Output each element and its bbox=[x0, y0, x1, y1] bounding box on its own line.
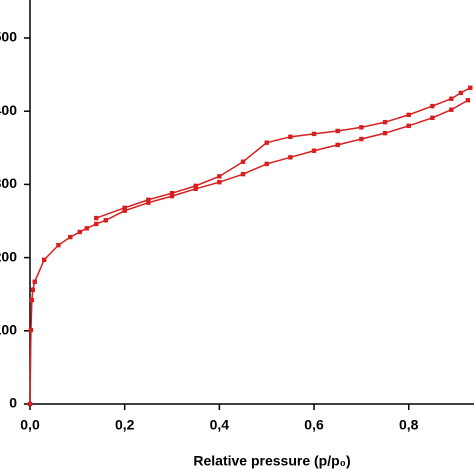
x-tick-label: 0,2 bbox=[115, 417, 135, 433]
data-point bbox=[146, 200, 151, 205]
data-point bbox=[311, 148, 317, 153]
x-axis-title: Relative pressure (p/p₀) bbox=[193, 453, 350, 469]
data-point bbox=[27, 401, 33, 407]
data-point bbox=[382, 119, 388, 125]
data-point bbox=[468, 85, 473, 90]
data-point bbox=[335, 128, 340, 134]
data-point bbox=[94, 215, 99, 221]
x-tick-label: 0,4 bbox=[210, 417, 230, 433]
data-point bbox=[94, 221, 99, 227]
data-point bbox=[42, 257, 47, 262]
data-point bbox=[406, 123, 411, 129]
data-point bbox=[335, 142, 340, 148]
y-tick-label: 500 bbox=[0, 29, 17, 45]
data-point bbox=[288, 134, 293, 140]
x-tick-label: 0,0 bbox=[20, 417, 40, 433]
y-tick-label: 0 bbox=[9, 395, 17, 411]
data-point bbox=[240, 159, 246, 164]
data-point bbox=[122, 208, 127, 213]
data-point bbox=[84, 226, 90, 231]
y-tick-label: 300 bbox=[0, 175, 17, 191]
data-point bbox=[449, 96, 454, 101]
data-point bbox=[29, 297, 35, 303]
data-point bbox=[288, 155, 293, 160]
data-point bbox=[169, 190, 175, 196]
data-point bbox=[193, 183, 198, 189]
data-point bbox=[359, 136, 364, 142]
data-point bbox=[458, 90, 463, 96]
data-point bbox=[359, 125, 364, 130]
data-point bbox=[193, 186, 198, 191]
x-tick-label: 0,8 bbox=[399, 417, 419, 433]
data-point bbox=[430, 103, 435, 109]
data-point bbox=[430, 115, 435, 120]
y-tick-label: 400 bbox=[0, 102, 17, 118]
data-point bbox=[32, 279, 37, 284]
data-point bbox=[146, 197, 151, 202]
series-line bbox=[29, 99, 469, 405]
data-point bbox=[217, 174, 222, 179]
series-line bbox=[96, 87, 471, 219]
data-point bbox=[103, 218, 108, 223]
data-point bbox=[264, 140, 269, 145]
data-point bbox=[382, 130, 388, 136]
x-tick-label: 0,6 bbox=[304, 417, 324, 433]
data-point bbox=[77, 229, 82, 235]
data-point bbox=[465, 98, 471, 103]
data-point bbox=[68, 234, 73, 240]
data-point bbox=[311, 131, 317, 137]
data-point bbox=[169, 193, 175, 199]
data-point bbox=[240, 171, 246, 177]
data-point bbox=[122, 205, 127, 211]
data-point bbox=[217, 180, 222, 185]
data-point bbox=[30, 287, 36, 293]
data-point bbox=[449, 107, 454, 112]
data-point bbox=[28, 327, 34, 333]
data-point bbox=[406, 112, 411, 118]
data-point bbox=[264, 161, 269, 167]
data-point bbox=[56, 242, 61, 248]
y-tick-label: 100 bbox=[0, 322, 17, 338]
y-tick-label: 200 bbox=[0, 248, 17, 264]
